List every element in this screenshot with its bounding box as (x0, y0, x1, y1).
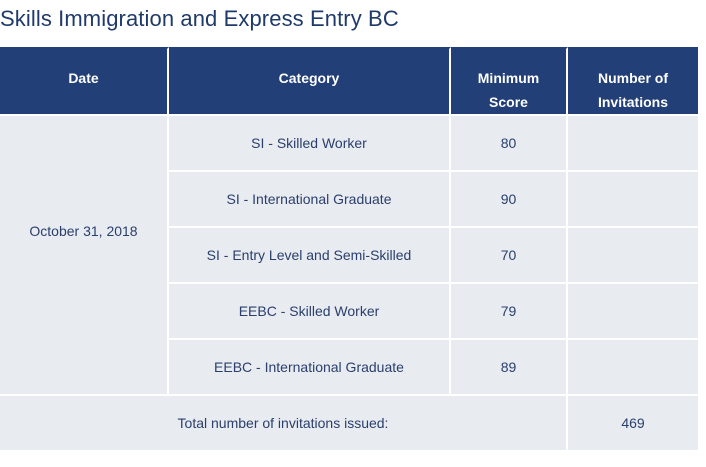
table-row: EEBC - International Graduate 89 (0, 338, 698, 394)
table-header-row: Date Category Minimum Score Number of Invi… (0, 47, 698, 114)
draw-results-table: Date Category Minimum Score Number of Invi… (0, 47, 698, 450)
header-number-of-invitations: Number of Invitations (568, 47, 698, 114)
score-cell: 80 (451, 114, 568, 170)
table-row: SI - International Graduate 90 (0, 170, 698, 226)
invitations-cell (568, 114, 698, 170)
header-category: Category (169, 47, 451, 114)
invitations-cell (568, 170, 698, 226)
category-cell: SI - Entry Level and Semi-Skilled (169, 226, 451, 282)
category-cell: SI - Skilled Worker (169, 114, 451, 170)
invitations-cell (568, 338, 698, 394)
invitations-cell (568, 226, 698, 282)
total-value: 469 (568, 394, 698, 450)
total-row: Total number of invitations issued: 469 (0, 394, 698, 450)
score-cell: 90 (451, 170, 568, 226)
table-row: SI - Entry Level and Semi-Skilled 70 (0, 226, 698, 282)
score-cell: 89 (451, 338, 568, 394)
score-cell: 70 (451, 226, 568, 282)
header-minimum-score: Minimum Score (451, 47, 568, 114)
category-cell: SI - International Graduate (169, 170, 451, 226)
page-title: Skills Immigration and Express Entry BC (0, 6, 399, 31)
category-cell: EEBC - Skilled Worker (169, 282, 451, 338)
draw-date-cell: October 31, 2018 (0, 114, 169, 394)
header-date: Date (0, 47, 169, 114)
draw-date: October 31, 2018 (29, 223, 138, 239)
score-cell: 79 (451, 282, 568, 338)
category-cell: EEBC - International Graduate (169, 338, 451, 394)
total-label: Total number of invitations issued: (0, 394, 568, 450)
invitations-cell (568, 282, 698, 338)
table-row: October 31, 2018 SI - Skilled Worker 80 (0, 114, 698, 394)
table-row: EEBC - Skilled Worker 79 (0, 282, 698, 338)
